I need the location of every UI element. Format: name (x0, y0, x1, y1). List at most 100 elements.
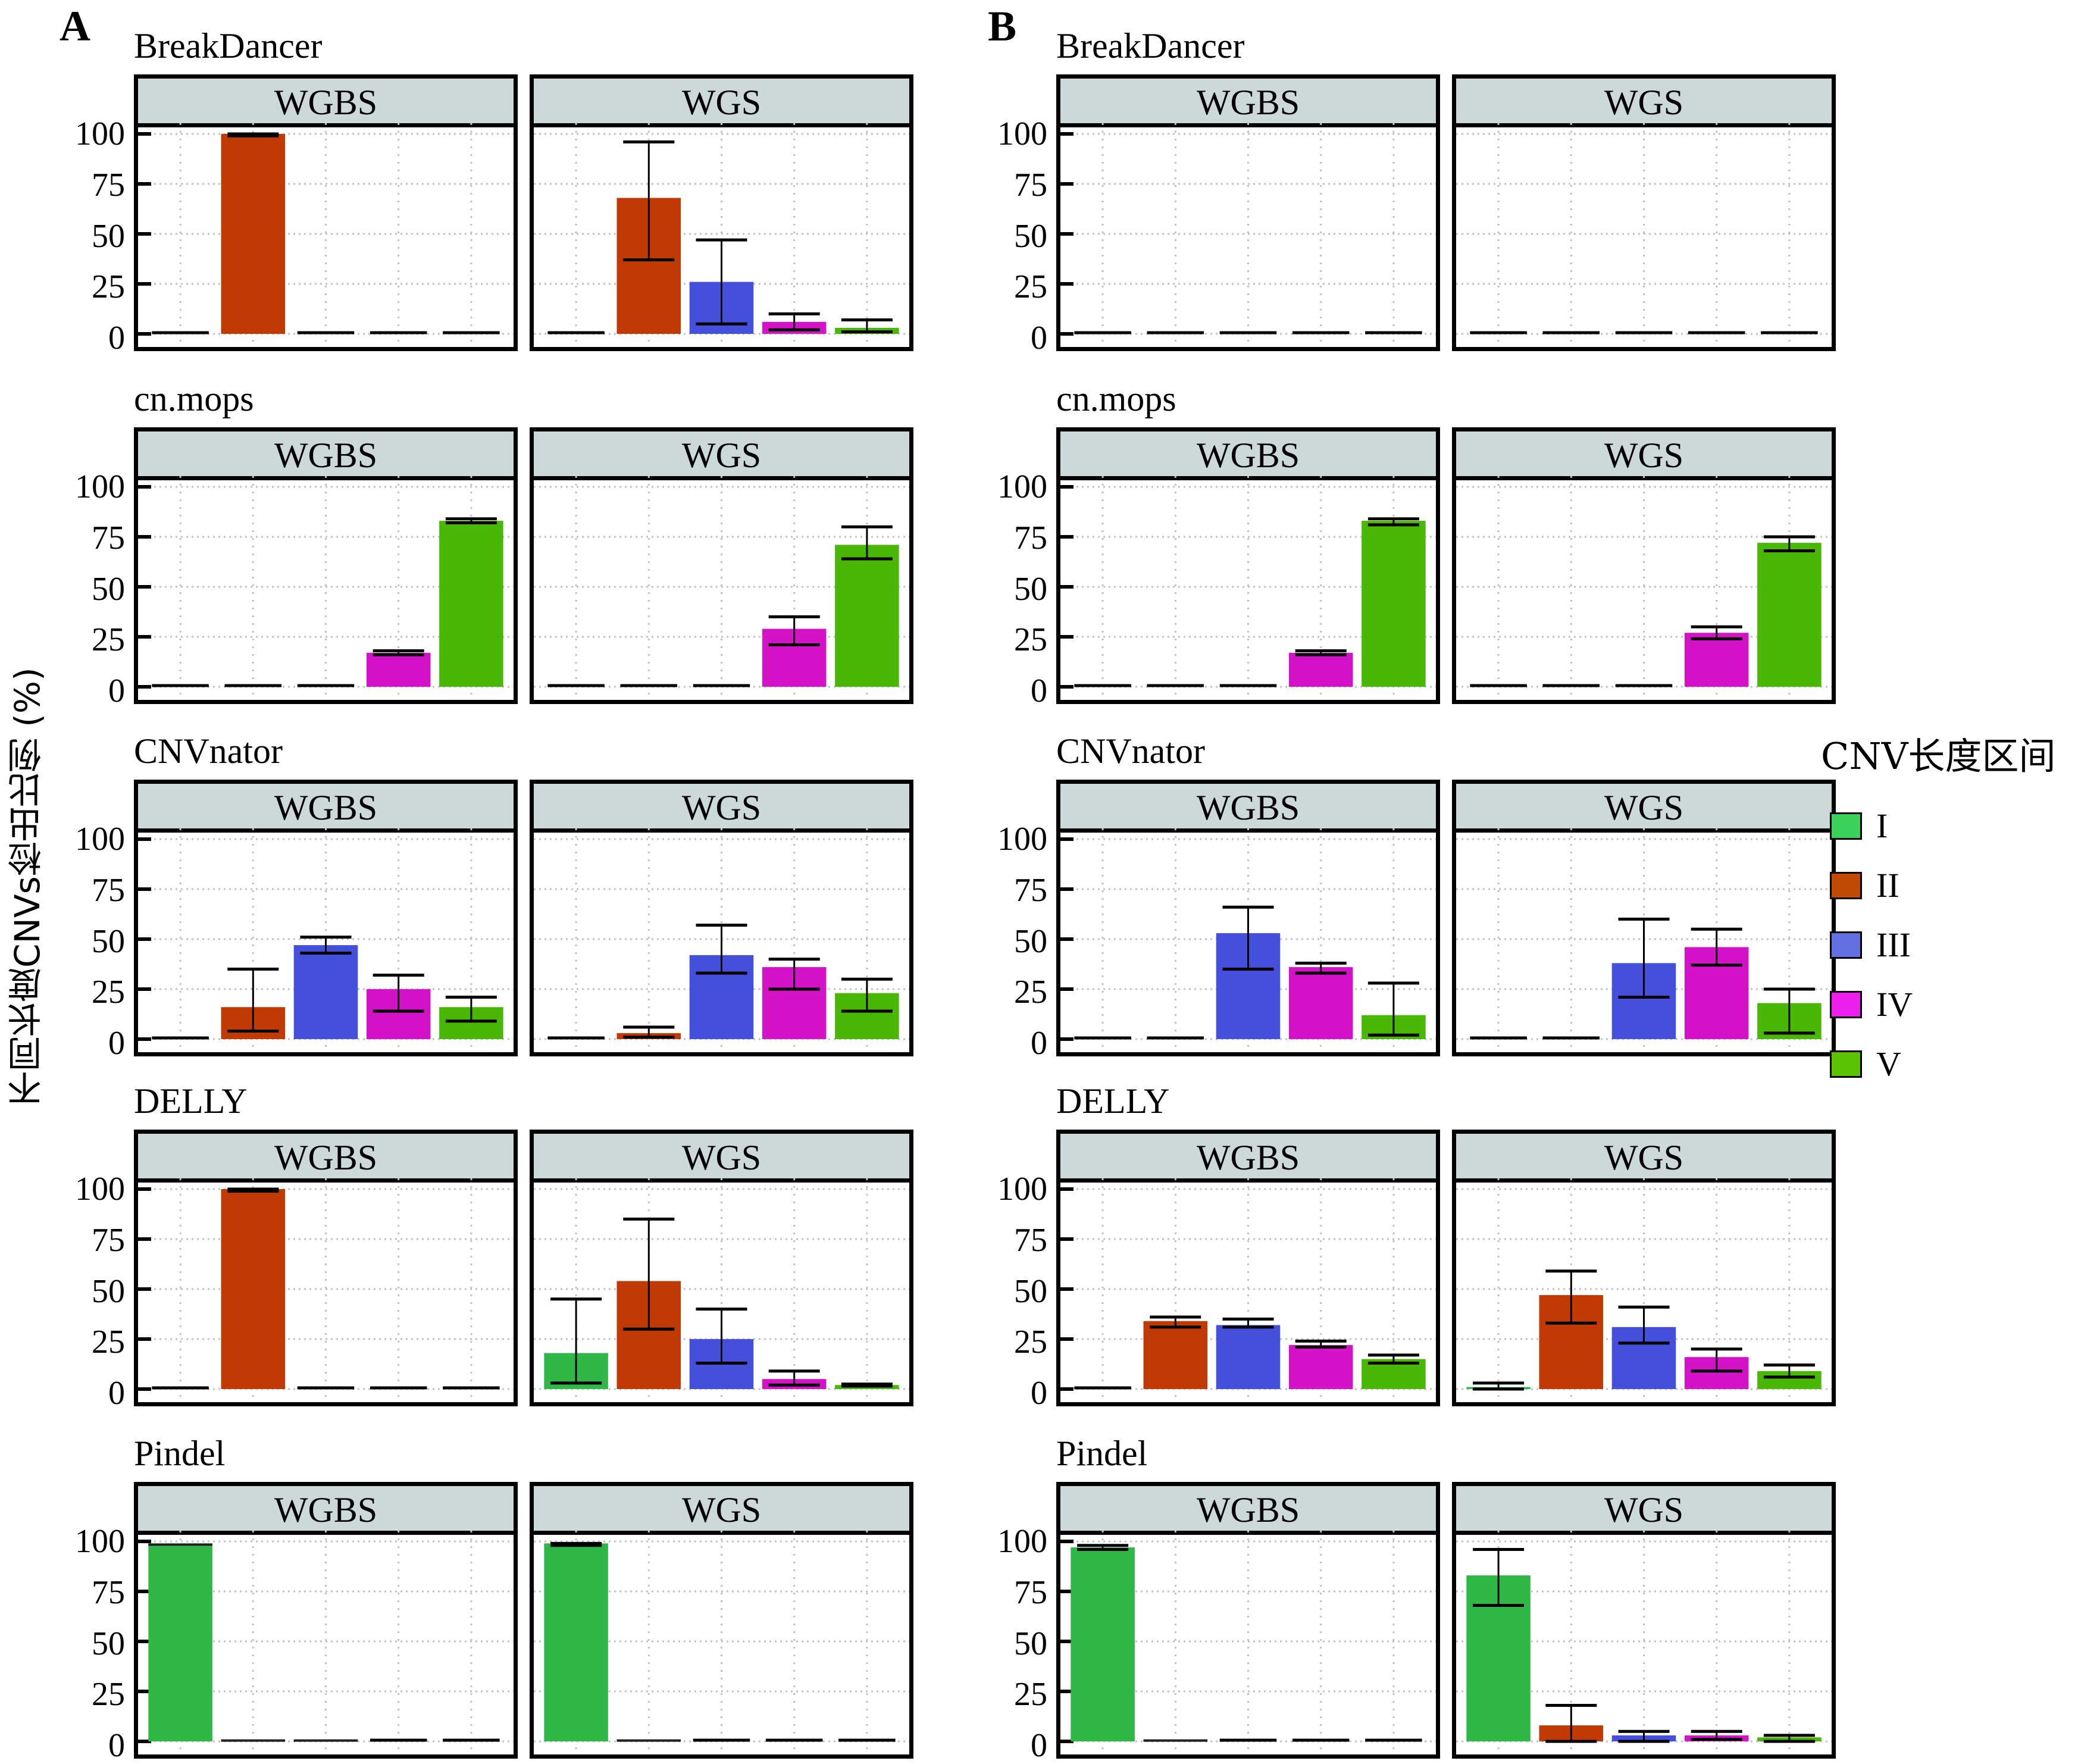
ytick-label: 75 (92, 1221, 125, 1259)
ytick-label: 75 (92, 166, 125, 204)
error-bar-III (696, 923, 747, 975)
error-bar-IV (768, 615, 820, 646)
facet-wgs: WGS (1452, 780, 1836, 1056)
ytick-label: 100 (75, 821, 125, 858)
method-title: BreakDancer (1056, 26, 1245, 65)
method-title: cn.mops (1056, 379, 1176, 418)
error-bar-V (841, 318, 893, 334)
error-bar-III (1618, 917, 1670, 999)
bar-chart-svg (1060, 123, 1436, 347)
error-bar-IV (373, 649, 424, 656)
ytick-label: 25 (92, 621, 125, 659)
bar-chart-svg (1456, 1531, 1832, 1754)
facet-strip-label: WGS (534, 431, 909, 480)
panel-letter: A (60, 2, 90, 50)
plot-area (1060, 828, 1436, 1052)
error-bar-V (1763, 1363, 1815, 1379)
facet-wgbs: WGBS (1056, 1130, 1440, 1406)
ytick-label: 25 (92, 268, 125, 306)
bar-chart-svg (534, 828, 909, 1052)
facet-wgbs: WGBS (1056, 74, 1440, 351)
error-bar-V (1367, 981, 1419, 1037)
error-bar-V (1367, 517, 1419, 527)
method-title: cn.mops (134, 379, 254, 418)
ytick-label: 75 (1014, 871, 1047, 909)
ytick-label: 50 (1014, 922, 1047, 960)
error-bar-IV (1295, 961, 1347, 975)
ytick-label: 25 (1014, 974, 1047, 1011)
facet-wgs: WGS (530, 74, 913, 351)
error-bar-III (696, 1308, 747, 1365)
facet-strip-label: WGS (534, 784, 909, 833)
plot-area (138, 828, 514, 1052)
error-bar-III (300, 936, 352, 955)
facet-strip-label: WGBS (1060, 431, 1436, 480)
facet-strip-label: WGBS (138, 784, 514, 833)
ytick-label: 50 (92, 922, 125, 960)
legend-item-V: V (1821, 1034, 2055, 1094)
bar-V (1757, 543, 1822, 687)
bar-I (544, 1543, 608, 1741)
ytick-label: 100 (997, 821, 1047, 858)
error-bar-II (227, 1187, 279, 1193)
ytick-label: 25 (1014, 1324, 1047, 1361)
error-bar-II (623, 1217, 675, 1331)
error-bar-IV (768, 958, 820, 991)
bar-chart-svg (1456, 828, 1832, 1052)
facet-wgs: WGS (1452, 1130, 1836, 1406)
bar-chart-svg (138, 476, 514, 700)
error-bar-V (445, 995, 497, 1023)
ytick-label: 25 (1014, 621, 1047, 659)
bar-I (1071, 1547, 1135, 1741)
bar-chart-svg (534, 1531, 909, 1754)
bar-chart-svg (138, 1531, 514, 1754)
legend-label: I (1876, 806, 1888, 845)
error-bar-II (1545, 1269, 1597, 1325)
ytick-label: 75 (1014, 166, 1047, 204)
method-title: Pindel (1056, 1434, 1148, 1473)
ytick-label: 100 (997, 468, 1047, 505)
ytick-label: 100 (997, 1171, 1047, 1208)
facet-wgbs: WGBS (134, 1482, 518, 1759)
bar-chart-svg (138, 123, 514, 347)
ytick-label: 50 (1014, 570, 1047, 608)
error-bar-II (227, 132, 279, 137)
error-bar-V (841, 525, 893, 561)
ytick-label: 0 (108, 1727, 125, 1764)
plot-area (1456, 1178, 1832, 1402)
facet-strip-label: WGS (1456, 1486, 1832, 1535)
error-bar-III (1222, 905, 1274, 971)
bar-chart-svg (1456, 476, 1832, 700)
ytick-label: 50 (92, 217, 125, 255)
error-bar-I (550, 1541, 602, 1547)
facet-strip-label: WGBS (138, 1486, 514, 1535)
facet-wgs: WGS (1452, 74, 1836, 351)
error-bar-III (696, 238, 747, 326)
ytick-label: 75 (92, 519, 125, 556)
error-bar-I (1473, 1381, 1525, 1391)
facet-wgs: WGS (1452, 427, 1836, 704)
method-title: CNVnator (1056, 731, 1205, 771)
error-bar-III (1618, 1729, 1670, 1743)
bar-I (148, 1543, 212, 1741)
ytick-label: 100 (75, 468, 125, 505)
ytick-label: 75 (92, 871, 125, 909)
facet-strip-label: WGS (1456, 79, 1832, 127)
legend-label: IV (1876, 985, 1913, 1024)
facet-wgs: WGS (530, 780, 913, 1056)
error-bar-IV (768, 312, 820, 331)
legend: CNV长度区间 I II III IV V (1821, 738, 2055, 1094)
error-bar-IV (1691, 625, 1742, 640)
plot-area (534, 123, 909, 347)
error-bar-V (445, 517, 497, 524)
ytick-label: 0 (1031, 320, 1047, 356)
ytick-label: 75 (1014, 519, 1047, 556)
method-title: BreakDancer (134, 26, 323, 65)
bar-III (1216, 1325, 1281, 1389)
error-bar-IV (1691, 1347, 1742, 1373)
facet-wgbs: WGBS (134, 74, 518, 351)
plot-area (1060, 476, 1436, 700)
legend-swatch (1830, 872, 1862, 899)
bar-chart-svg (1456, 123, 1832, 347)
facet-wgbs: WGBS (134, 780, 518, 1056)
